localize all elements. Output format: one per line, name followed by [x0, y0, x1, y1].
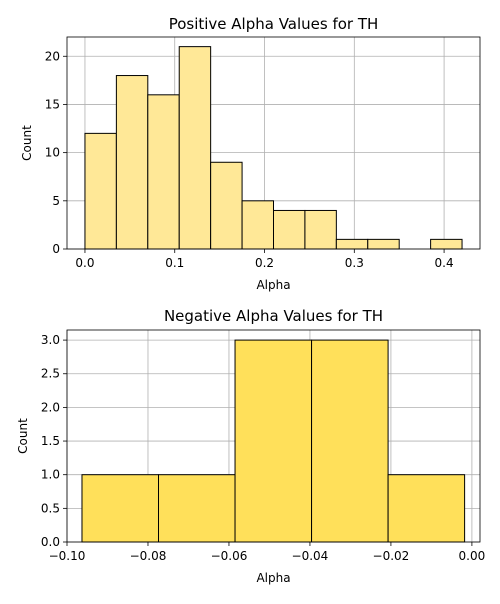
x-tick-label: 0.00: [459, 549, 486, 563]
histogram-bar: [115, 75, 149, 250]
y-tick-label: 2.0: [41, 400, 60, 414]
histogram-bar: [158, 474, 236, 543]
x-tick-label: −0.10: [49, 549, 86, 563]
y-tick-label: 15: [45, 97, 60, 111]
y-tick-label: 0: [52, 242, 60, 256]
x-tick-label: −0.06: [211, 549, 248, 563]
histogram-bar: [335, 238, 369, 250]
y-axis-label: Count: [16, 418, 30, 454]
x-tick-label: 0.2: [255, 256, 274, 270]
x-axis-label: Alpha: [256, 571, 290, 585]
histogram-bar: [273, 209, 306, 250]
histogram-bar: [367, 238, 400, 250]
x-tick-label: −0.08: [130, 549, 167, 563]
y-tick-label: 0.5: [41, 501, 60, 515]
y-axis-label: Count: [20, 125, 34, 161]
x-tick-label: 0.3: [345, 256, 364, 270]
chart-title: Negative Alpha Values for TH: [164, 307, 383, 325]
y-tick-label: 5: [52, 194, 60, 208]
histogram-bar: [178, 46, 212, 250]
histogram-bar: [234, 339, 313, 543]
histogram-bar: [84, 132, 117, 250]
x-tick-label: 0.0: [75, 256, 94, 270]
subplot-2: −0.10 −0.08 −0.06 −0.04 −0.02 0.00 0.0 0.5 1.0 1.…: [16, 307, 485, 585]
y-tick-label: 20: [45, 49, 60, 63]
y-tick-label: 10: [45, 146, 60, 160]
histogram-bar: [241, 200, 274, 250]
histogram-bar: [387, 474, 466, 543]
histogram-bar: [81, 474, 160, 543]
histogram-bar: [311, 339, 389, 543]
x-tick-label: −0.04: [292, 549, 329, 563]
y-tick-label: 2.5: [41, 367, 60, 381]
histogram-bar: [210, 161, 243, 250]
y-tick-label: 0.0: [41, 535, 60, 549]
histogram-bar: [147, 94, 180, 250]
y-tick-label: 3.0: [41, 333, 60, 347]
subplot-1: 0.0 0.1 0.2 0.3 0.4 0 5 10 15 20 Positive Alpha Va…: [20, 15, 481, 292]
x-tick-label: 0.1: [165, 256, 184, 270]
axes-frame: [66, 36, 481, 250]
axes-frame: [66, 329, 481, 543]
histogram-bar: [430, 238, 463, 250]
x-tick-label: −0.02: [373, 549, 410, 563]
x-tick-label: 0.4: [435, 256, 454, 270]
histogram-bar: [304, 209, 337, 250]
chart-title: Positive Alpha Values for TH: [169, 15, 379, 33]
x-axis-label: Alpha: [256, 278, 290, 292]
y-tick-label: 1.0: [41, 468, 60, 482]
y-tick-label: 1.5: [41, 434, 60, 448]
